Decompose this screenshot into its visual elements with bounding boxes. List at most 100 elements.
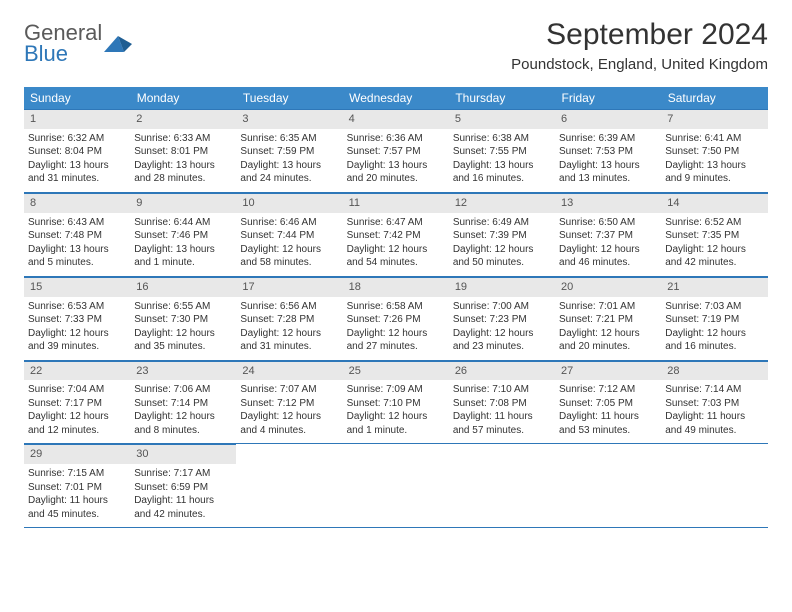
daylight-text: Daylight: 12 hours	[240, 410, 338, 424]
day-number: 19	[449, 277, 555, 297]
daylight-text: Daylight: 11 hours	[559, 410, 657, 424]
day-number: 28	[661, 361, 767, 381]
daylight-text: Daylight: 11 hours	[665, 410, 763, 424]
location-text: Poundstock, England, United Kingdom	[511, 56, 768, 73]
day-number: 25	[343, 361, 449, 381]
sunrise-text: Sunrise: 6:52 AM	[665, 216, 763, 230]
calendar-day-cell: 21Sunrise: 7:03 AMSunset: 7:19 PMDayligh…	[661, 276, 767, 360]
daylight-text: and 12 minutes.	[28, 424, 126, 438]
sunrise-text: Sunrise: 7:01 AM	[559, 300, 657, 314]
calendar-week-row: 22Sunrise: 7:04 AMSunset: 7:17 PMDayligh…	[24, 360, 768, 444]
daylight-text: and 31 minutes.	[28, 172, 126, 186]
calendar-week-row: 29Sunrise: 7:15 AMSunset: 7:01 PMDayligh…	[24, 444, 768, 528]
calendar-table: SundayMondayTuesdayWednesdayThursdayFrid…	[24, 87, 768, 528]
day-number: 10	[236, 193, 342, 213]
daylight-text: Daylight: 13 hours	[240, 159, 338, 173]
daylight-text: and 1 minute.	[134, 256, 232, 270]
daylight-text: Daylight: 12 hours	[240, 327, 338, 341]
sunset-text: Sunset: 7:12 PM	[240, 397, 338, 411]
day-number: 23	[130, 361, 236, 381]
daylight-text: Daylight: 12 hours	[665, 327, 763, 341]
sunset-text: Sunset: 7:08 PM	[453, 397, 551, 411]
day-number: 9	[130, 193, 236, 213]
calendar-day-cell: 23Sunrise: 7:06 AMSunset: 7:14 PMDayligh…	[130, 360, 236, 444]
sunset-text: Sunset: 7:21 PM	[559, 313, 657, 327]
sunrise-text: Sunrise: 6:38 AM	[453, 132, 551, 146]
weekday-header: Sunday	[24, 87, 130, 109]
daylight-text: Daylight: 12 hours	[453, 327, 551, 341]
sunrise-text: Sunrise: 7:06 AM	[134, 383, 232, 397]
daylight-text: Daylight: 12 hours	[347, 243, 445, 257]
sunset-text: Sunset: 7:33 PM	[28, 313, 126, 327]
calendar-day-cell: 25Sunrise: 7:09 AMSunset: 7:10 PMDayligh…	[343, 360, 449, 444]
day-number: 12	[449, 193, 555, 213]
weekday-header: Thursday	[449, 87, 555, 109]
day-number: 6	[555, 109, 661, 129]
daylight-text: Daylight: 13 hours	[665, 159, 763, 173]
daylight-text: and 49 minutes.	[665, 424, 763, 438]
sunrise-text: Sunrise: 6:53 AM	[28, 300, 126, 314]
sunrise-text: Sunrise: 6:44 AM	[134, 216, 232, 230]
calendar-week-row: 15Sunrise: 6:53 AMSunset: 7:33 PMDayligh…	[24, 276, 768, 360]
sunset-text: Sunset: 7:26 PM	[347, 313, 445, 327]
day-number: 8	[24, 193, 130, 213]
sunset-text: Sunset: 8:04 PM	[28, 145, 126, 159]
daylight-text: and 42 minutes.	[134, 508, 232, 522]
sunset-text: Sunset: 7:23 PM	[453, 313, 551, 327]
daylight-text: Daylight: 12 hours	[665, 243, 763, 257]
daylight-text: and 16 minutes.	[665, 340, 763, 354]
day-number: 15	[24, 277, 130, 297]
daylight-text: and 31 minutes.	[240, 340, 338, 354]
sunset-text: Sunset: 7:42 PM	[347, 229, 445, 243]
daylight-text: and 57 minutes.	[453, 424, 551, 438]
daylight-text: Daylight: 12 hours	[28, 327, 126, 341]
daylight-text: Daylight: 13 hours	[134, 159, 232, 173]
daylight-text: and 53 minutes.	[559, 424, 657, 438]
daylight-text: Daylight: 13 hours	[134, 243, 232, 257]
daylight-text: Daylight: 12 hours	[453, 243, 551, 257]
sunrise-text: Sunrise: 6:32 AM	[28, 132, 126, 146]
calendar-day-cell: 20Sunrise: 7:01 AMSunset: 7:21 PMDayligh…	[555, 276, 661, 360]
sunrise-text: Sunrise: 7:00 AM	[453, 300, 551, 314]
sunrise-text: Sunrise: 7:12 AM	[559, 383, 657, 397]
sunrise-text: Sunrise: 7:10 AM	[453, 383, 551, 397]
sunset-text: Sunset: 7:57 PM	[347, 145, 445, 159]
sunset-text: Sunset: 7:48 PM	[28, 229, 126, 243]
daylight-text: Daylight: 11 hours	[453, 410, 551, 424]
day-number: 3	[236, 109, 342, 129]
calendar-day-cell: 10Sunrise: 6:46 AMSunset: 7:44 PMDayligh…	[236, 192, 342, 276]
sunset-text: Sunset: 7:05 PM	[559, 397, 657, 411]
sunrise-text: Sunrise: 7:14 AM	[665, 383, 763, 397]
daylight-text: Daylight: 12 hours	[347, 410, 445, 424]
daylight-text: and 42 minutes.	[665, 256, 763, 270]
brand-text: General Blue	[24, 22, 102, 65]
daylight-text: and 20 minutes.	[559, 340, 657, 354]
daylight-text: and 50 minutes.	[453, 256, 551, 270]
daylight-text: and 54 minutes.	[347, 256, 445, 270]
daylight-text: Daylight: 12 hours	[559, 243, 657, 257]
day-number: 17	[236, 277, 342, 297]
calendar-day-cell: 17Sunrise: 6:56 AMSunset: 7:28 PMDayligh…	[236, 276, 342, 360]
daylight-text: Daylight: 13 hours	[28, 243, 126, 257]
sunset-text: Sunset: 8:01 PM	[134, 145, 232, 159]
sunrise-text: Sunrise: 7:17 AM	[134, 467, 232, 481]
daylight-text: and 23 minutes.	[453, 340, 551, 354]
daylight-text: Daylight: 11 hours	[134, 494, 232, 508]
day-number: 2	[130, 109, 236, 129]
calendar-day-cell: 28Sunrise: 7:14 AMSunset: 7:03 PMDayligh…	[661, 360, 767, 444]
sunset-text: Sunset: 7:19 PM	[665, 313, 763, 327]
sunrise-text: Sunrise: 6:47 AM	[347, 216, 445, 230]
daylight-text: Daylight: 12 hours	[28, 410, 126, 424]
month-title: September 2024	[511, 18, 768, 52]
sunrise-text: Sunrise: 6:43 AM	[28, 216, 126, 230]
calendar-day-cell	[449, 444, 555, 528]
day-number: 1	[24, 109, 130, 129]
calendar-day-cell: 29Sunrise: 7:15 AMSunset: 7:01 PMDayligh…	[24, 444, 130, 528]
day-number: 5	[449, 109, 555, 129]
calendar-day-cell: 30Sunrise: 7:17 AMSunset: 6:59 PMDayligh…	[130, 444, 236, 528]
calendar-day-cell: 5Sunrise: 6:38 AMSunset: 7:55 PMDaylight…	[449, 109, 555, 192]
sunrise-text: Sunrise: 6:50 AM	[559, 216, 657, 230]
daylight-text: Daylight: 12 hours	[240, 243, 338, 257]
calendar-day-cell: 24Sunrise: 7:07 AMSunset: 7:12 PMDayligh…	[236, 360, 342, 444]
sunrise-text: Sunrise: 6:56 AM	[240, 300, 338, 314]
